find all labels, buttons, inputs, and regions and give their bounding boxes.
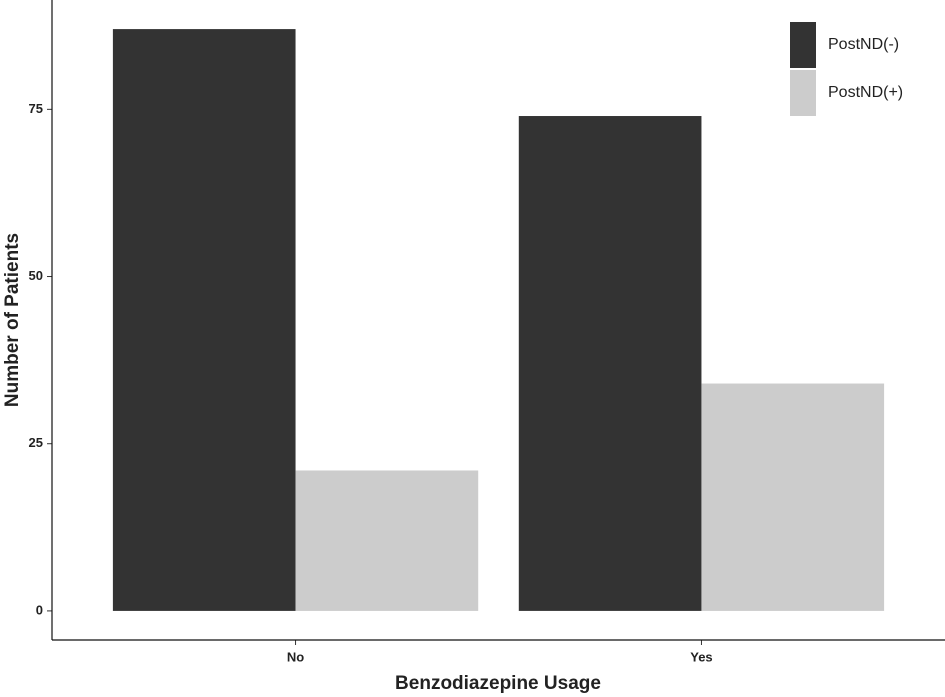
y-tick-label: 25 [29,435,43,450]
legend-key [790,22,816,68]
legend-label: PostND(+) [828,84,903,101]
legend-key [790,70,816,116]
y-axis-title: Number of Patients [2,233,23,407]
legend-label: PostND(-) [828,36,899,53]
y-tick-label: 0 [36,602,43,617]
bar [112,29,296,611]
y-tick-label: 75 [29,101,43,116]
x-tick-label: Yes [690,649,712,664]
x-tick-label: No [287,649,304,664]
bar [295,470,479,611]
y-tick-label: 50 [29,268,43,283]
bar [518,116,702,611]
x-axis-title: Benzodiazepine Usage [395,673,601,694]
bar [701,383,885,611]
